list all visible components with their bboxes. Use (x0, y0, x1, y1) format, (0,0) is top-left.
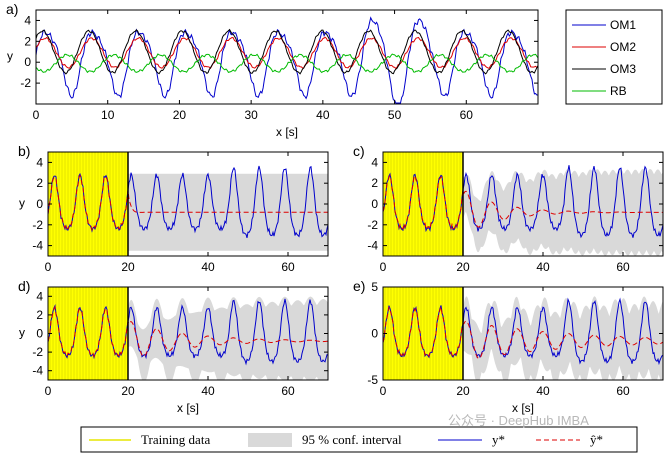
x-tick-label-e: 60 (616, 384, 630, 398)
y-tick-label-a: 4 (24, 13, 31, 27)
training-region-c (383, 152, 463, 256)
y-tick-label-b: 2 (36, 176, 43, 190)
legend-label-om2: OM2 (610, 40, 636, 54)
y-tick-label-c: 4 (371, 155, 378, 169)
y-tick-label-d: 4 (36, 289, 43, 303)
x-tick-label-a: 50 (388, 108, 402, 122)
x-tick-label-b: 0 (45, 260, 52, 274)
y-axis-label-a: y (7, 49, 13, 63)
panel-label-a: a) (6, 1, 18, 17)
prediction-line-e (382, 306, 664, 360)
panel-label-d: d) (18, 278, 30, 294)
x-tick-label-b: 40 (201, 260, 215, 274)
y-tick-label-b: -2 (32, 218, 43, 232)
y-tick-label-e: 0 (371, 327, 378, 341)
series-line-rb (35, 53, 539, 74)
x-axis-label-e: x [s] (512, 401, 534, 415)
panel-label-b: b) (18, 143, 30, 159)
y-tick-label-d: 0 (36, 327, 43, 341)
y-tick-label-d: -4 (32, 364, 43, 378)
panel-label-e: e) (353, 278, 365, 294)
watermark: 公众号 · DeepHub IMBA (448, 413, 589, 428)
x-tick-label-d: 20 (121, 384, 135, 398)
y-tick-label-e: 5 (371, 280, 378, 294)
x-tick-label-b: 60 (281, 260, 295, 274)
y-tick-label-c: -4 (367, 239, 378, 253)
y-tick-label-a: 2 (24, 34, 31, 48)
x-tick-label-a: 40 (316, 108, 330, 122)
y-axis-label-d: y (19, 326, 25, 340)
true-signal-line-b (47, 165, 329, 239)
legend-box-a (565, 9, 663, 105)
x-axis-label-a: x [s] (276, 125, 298, 139)
y-tick-label-b: -4 (32, 239, 43, 253)
y-tick-label-b: 4 (36, 155, 43, 169)
prediction-line-b (47, 174, 328, 232)
y-tick-label-c: -2 (367, 218, 378, 232)
y-tick-label-d: -2 (32, 345, 43, 359)
x-tick-label-d: 60 (281, 384, 295, 398)
x-tick-label-c: 40 (536, 260, 550, 274)
x-tick-label-a: 30 (244, 108, 258, 122)
x-tick-label-e: 20 (456, 384, 470, 398)
true-signal-line-c (382, 165, 664, 239)
legend-label-pred: ŷ* (590, 432, 603, 447)
y-tick-label-b: 0 (36, 197, 43, 211)
y-tick-label-a: 0 (24, 55, 31, 69)
legend-label-band: 95 % conf. interval (302, 432, 402, 447)
y-tick-label-e: -5 (367, 373, 378, 387)
series-line-om3 (35, 28, 539, 75)
x-tick-label-d: 40 (201, 384, 215, 398)
y-tick-label-d: 2 (36, 308, 43, 322)
x-tick-label-e: 0 (380, 384, 387, 398)
x-tick-label-d: 0 (45, 384, 52, 398)
legend-label-true: y* (492, 432, 505, 447)
legend-label-om3: OM3 (610, 62, 636, 76)
legend-label-om1: OM1 (610, 18, 636, 32)
legend-swatch-band (248, 433, 292, 447)
x-tick-label-a: 10 (101, 108, 115, 122)
legend-label-rb: RB (610, 84, 627, 98)
x-tick-label-a: 0 (33, 108, 40, 122)
x-tick-label-c: 60 (616, 260, 630, 274)
x-tick-label-b: 20 (121, 260, 135, 274)
x-tick-label-a: 20 (173, 108, 187, 122)
y-tick-label-a: -2 (20, 76, 31, 90)
panel-label-c: c) (353, 143, 365, 159)
x-tick-label-a: 60 (460, 108, 474, 122)
y-tick-label-c: 2 (371, 176, 378, 190)
y-axis-label-b: y (19, 196, 25, 210)
training-region-e (383, 287, 463, 380)
legend-label-training: Training data (141, 432, 210, 447)
plot-frame-a (35, 9, 539, 105)
x-tick-label-c: 0 (380, 260, 387, 274)
training-region-d (48, 287, 128, 380)
x-axis-label-d: x [s] (177, 401, 199, 415)
prediction-line-c (382, 174, 663, 231)
y-tick-label-c: 0 (371, 197, 378, 211)
x-tick-label-e: 40 (536, 384, 550, 398)
x-tick-label-c: 20 (456, 260, 470, 274)
training-region-b (48, 152, 128, 256)
